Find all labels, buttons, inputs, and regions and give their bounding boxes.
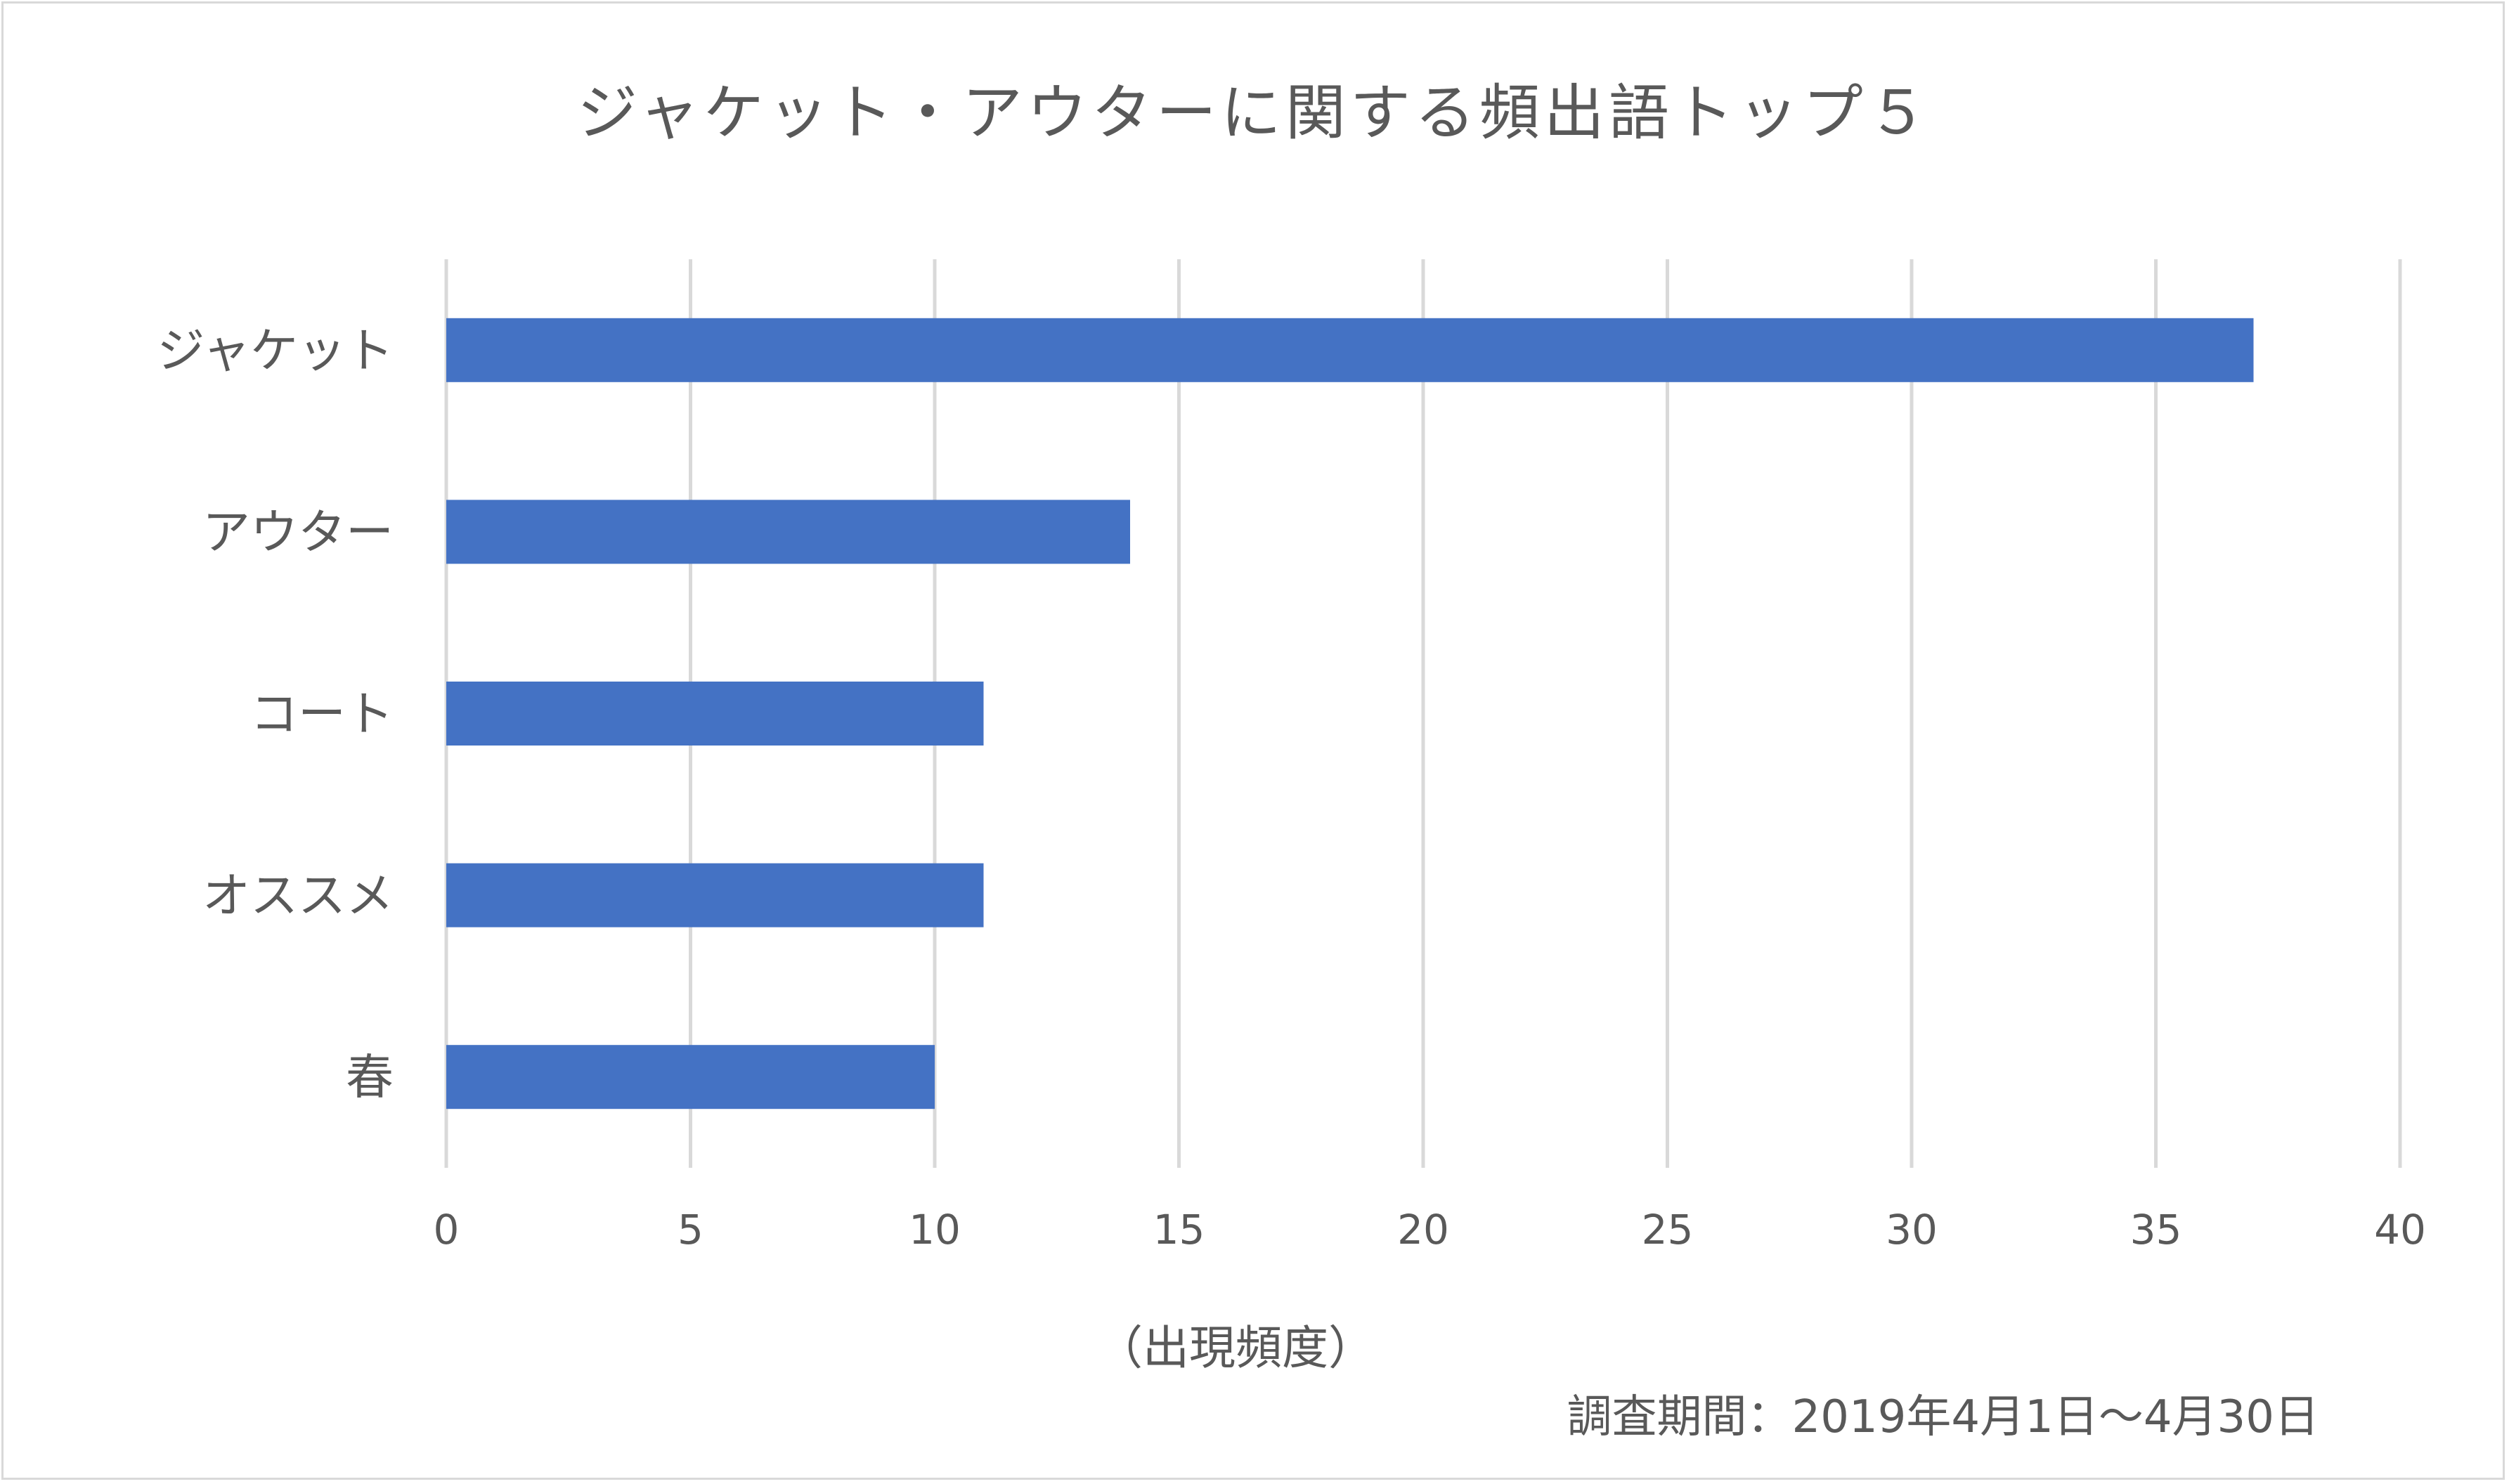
y-category-label: コート bbox=[250, 687, 394, 743]
chart-title: ジャケット・アウターに関する頻出語トップ５ bbox=[577, 78, 1932, 148]
x-tick-label: 35 bbox=[2130, 1206, 2182, 1254]
bar-1 bbox=[446, 318, 2254, 382]
x-tick-label: 0 bbox=[434, 1206, 460, 1254]
survey-period-note: 調査期間：2019年4月1日～4月30日 bbox=[1567, 1391, 2319, 1443]
y-category-label: アウター bbox=[202, 505, 394, 561]
x-tick-label: 10 bbox=[909, 1206, 961, 1254]
x-tick-label: 40 bbox=[2374, 1206, 2426, 1254]
y-category-label: 春 bbox=[346, 1050, 394, 1106]
x-tick-label: 30 bbox=[1886, 1206, 1938, 1254]
bar-2 bbox=[446, 500, 1130, 564]
x-tick-label: 25 bbox=[1642, 1206, 1694, 1254]
y-category-label: ジャケット bbox=[157, 323, 394, 379]
x-tick-label: 5 bbox=[678, 1206, 704, 1254]
x-tick-label: 15 bbox=[1153, 1206, 1205, 1254]
bar-3 bbox=[446, 682, 984, 746]
x-tick-label: 20 bbox=[1397, 1206, 1449, 1254]
x-axis-label: （出現頻度） bbox=[1096, 1321, 1375, 1375]
bar-4 bbox=[446, 863, 984, 928]
bar-5 bbox=[446, 1045, 935, 1109]
y-category-label: オススメ bbox=[202, 868, 394, 924]
